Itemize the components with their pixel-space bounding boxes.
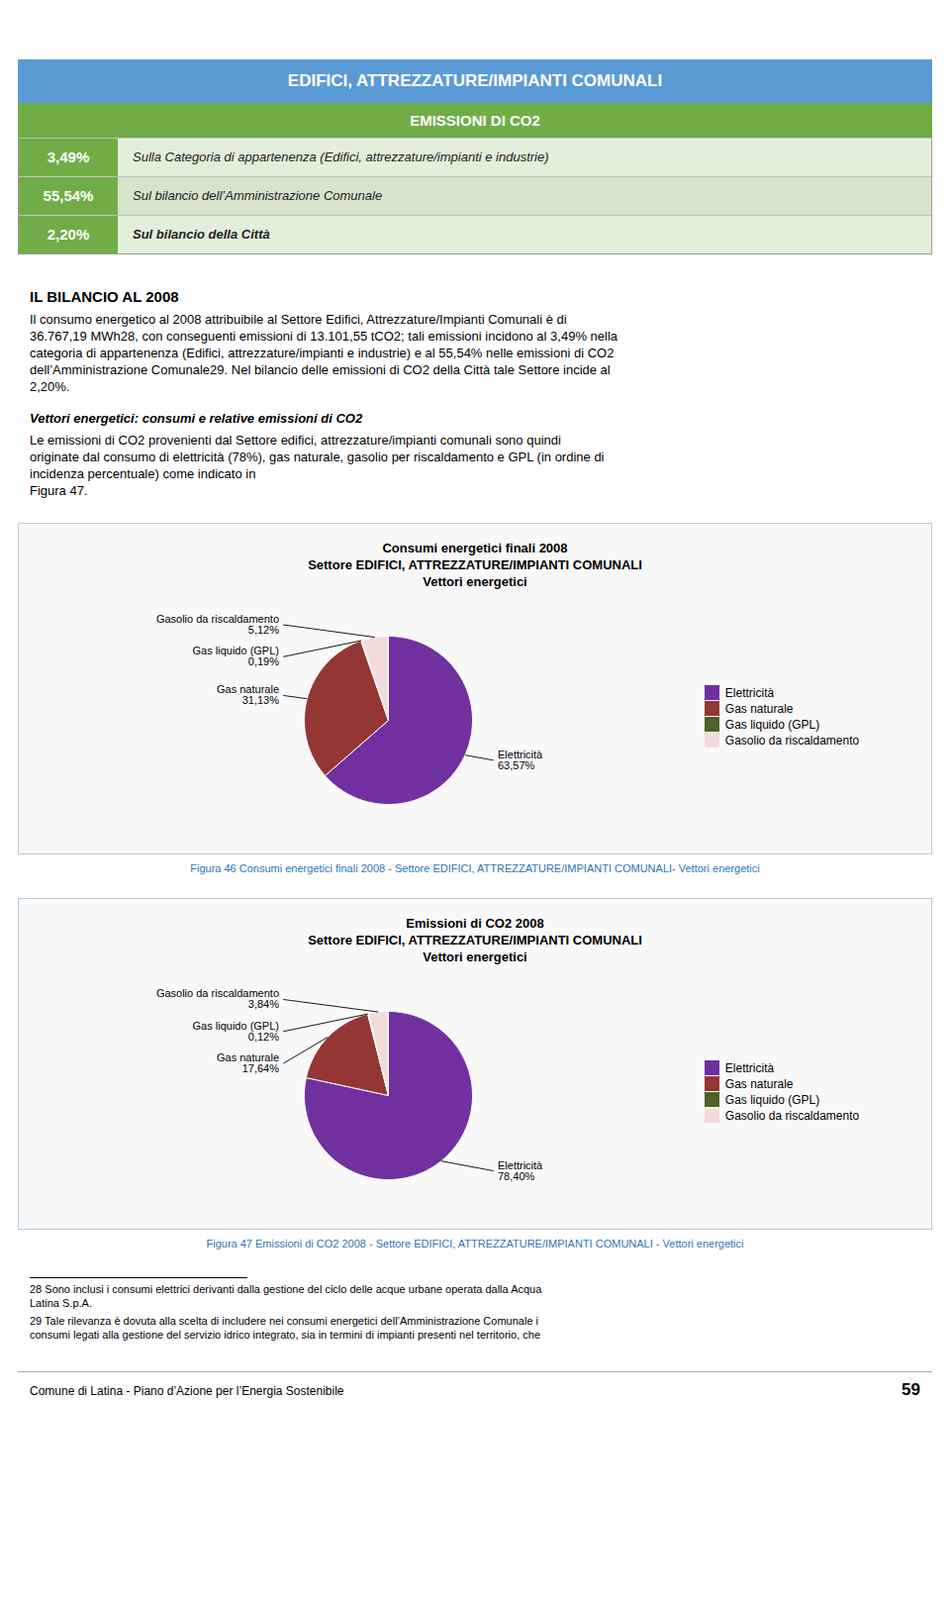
html-text:Vettori energetici: Vettori energetici — [422, 949, 528, 964]
html-text:Gas naturale: Gas naturale — [725, 701, 794, 715]
html-text:Il consumo energetico al 2008: Il consumo energetico al 2008 attribuibi… — [29, 311, 567, 327]
html-text:Gas naturale: Gas naturale — [725, 1076, 794, 1091]
html-text:3,49%: 3,49% — [47, 148, 90, 166]
html-text:IL BILANCIO AL 2008: IL BILANCIO AL 2008 — [29, 287, 179, 305]
html-text:originate dal consumo di elett: originate dal consumo di elettricità (78… — [29, 449, 605, 465]
svg-text:Gas naturale31,13%: Gas naturale31,13% — [216, 682, 280, 706]
html-text:Consumi energetici finali 2008: Consumi energetici finali 2008 — [382, 540, 568, 556]
html-text:Sul bilancio della Città: Sul bilancio della Città — [132, 226, 270, 242]
html-text:Gas liquido (GPL): Gas liquido (GPL) — [725, 1092, 820, 1106]
html-text:Vettori energetici: consumi e: Vettori energetici: consumi e relative e… — [29, 410, 363, 426]
html-text:Sulla Categoria di appartenenz: Sulla Categoria di appartenenza (Edifici… — [132, 149, 549, 165]
html-text:Comune di Latina - Piano d’Azi: Comune di Latina - Piano d’Azione per l’… — [29, 1383, 344, 1398]
html-text:consumi legati alla gestione d: consumi legati alla gestione del servizi… — [29, 1328, 541, 1340]
html-text:Gas liquido (GPL): Gas liquido (GPL) — [725, 716, 820, 731]
html-text:Vettori energetici: Vettori energetici — [422, 573, 528, 589]
html-text:Elettricità: Elettricità — [725, 1060, 775, 1075]
html-text:Latina S.p.A.: Latina S.p.A. — [29, 1296, 93, 1309]
html-text:Sul bilancio dell’Amministrazi: Sul bilancio dell’Amministrazione Comuna… — [132, 188, 383, 203]
html-text:categoria di appartenenza (Edi: categoria di appartenenza (Edifici, attr… — [29, 345, 614, 361]
html-text:55,54%: 55,54% — [43, 187, 94, 204]
html-text:Emissioni di CO2 2008: Emissioni di CO2 2008 — [406, 915, 544, 931]
html-text:EDIFICI, ATTREZZATURE/IMPIANTI: EDIFICI, ATTREZZATURE/IMPIANTI COMUNALI — [287, 71, 663, 91]
html-text:Figura 47 Emissioni di CO2 200: Figura 47 Emissioni di CO2 2008 - Settor… — [206, 1236, 744, 1249]
html-text:29 Tale rilevanza è dovuta all: 29 Tale rilevanza è dovuta alla scelta d… — [29, 1314, 539, 1327]
html-text:Gasolio da riscaldamento: Gasolio da riscaldamento — [725, 732, 860, 747]
html-text:28 Sono inclusi i consumi elet: 28 Sono inclusi i consumi elettrici deri… — [29, 1282, 542, 1295]
svg-text:Gas liquido (GPL)0,19%: Gas liquido (GPL)0,19% — [191, 644, 280, 667]
html-text:36.767,19 MWh28, con conseguen: 36.767,19 MWh28, con conseguenti emissio… — [29, 328, 618, 344]
html-text:Figura 47.: Figura 47. — [29, 482, 88, 498]
html-text:dell’Amministrazione Comunale2: dell’Amministrazione Comunale29. Nel bil… — [29, 362, 611, 378]
svg-text:Gasolio da riscaldamento5,12%: Gasolio da riscaldamento5,12% — [156, 612, 280, 636]
svg-text:Elettricità78,40%: Elettricità78,40% — [497, 1158, 544, 1182]
html-text:EMISSIONI DI CO2: EMISSIONI DI CO2 — [409, 111, 541, 129]
svg-text:Elettricità63,57%: Elettricità63,57% — [497, 748, 544, 771]
html-text:2,20%: 2,20% — [47, 225, 90, 243]
html-text:59: 59 — [901, 1379, 921, 1399]
html-text:Gasolio da riscaldamento: Gasolio da riscaldamento — [725, 1107, 860, 1122]
html-text:Elettricità: Elettricità — [725, 685, 775, 700]
svg-text:Gasolio da riscaldamento3,84%: Gasolio da riscaldamento3,84% — [156, 986, 280, 1010]
html-text:2,20%.: 2,20%. — [29, 379, 70, 394]
html-text:Le emissioni di CO2 provenient: Le emissioni di CO2 provenienti dal Sett… — [29, 432, 561, 448]
html-text:Figura 46 Consumi energetici f: Figura 46 Consumi energetici finali 2008… — [190, 861, 760, 874]
html-text:Settore EDIFICI, ATTREZZATURE/: Settore EDIFICI, ATTREZZATURE/IMPIANTI C… — [307, 557, 643, 572]
html-text:incidenza percentuale) come in: incidenza percentuale) come indicato in — [29, 466, 256, 481]
svg-text:Gas naturale17,64%: Gas naturale17,64% — [216, 1050, 280, 1074]
svg-text:Gas liquido (GPL)0,12%: Gas liquido (GPL)0,12% — [191, 1019, 280, 1043]
html-text:Settore EDIFICI, ATTREZZATURE/: Settore EDIFICI, ATTREZZATURE/IMPIANTI C… — [307, 932, 643, 948]
